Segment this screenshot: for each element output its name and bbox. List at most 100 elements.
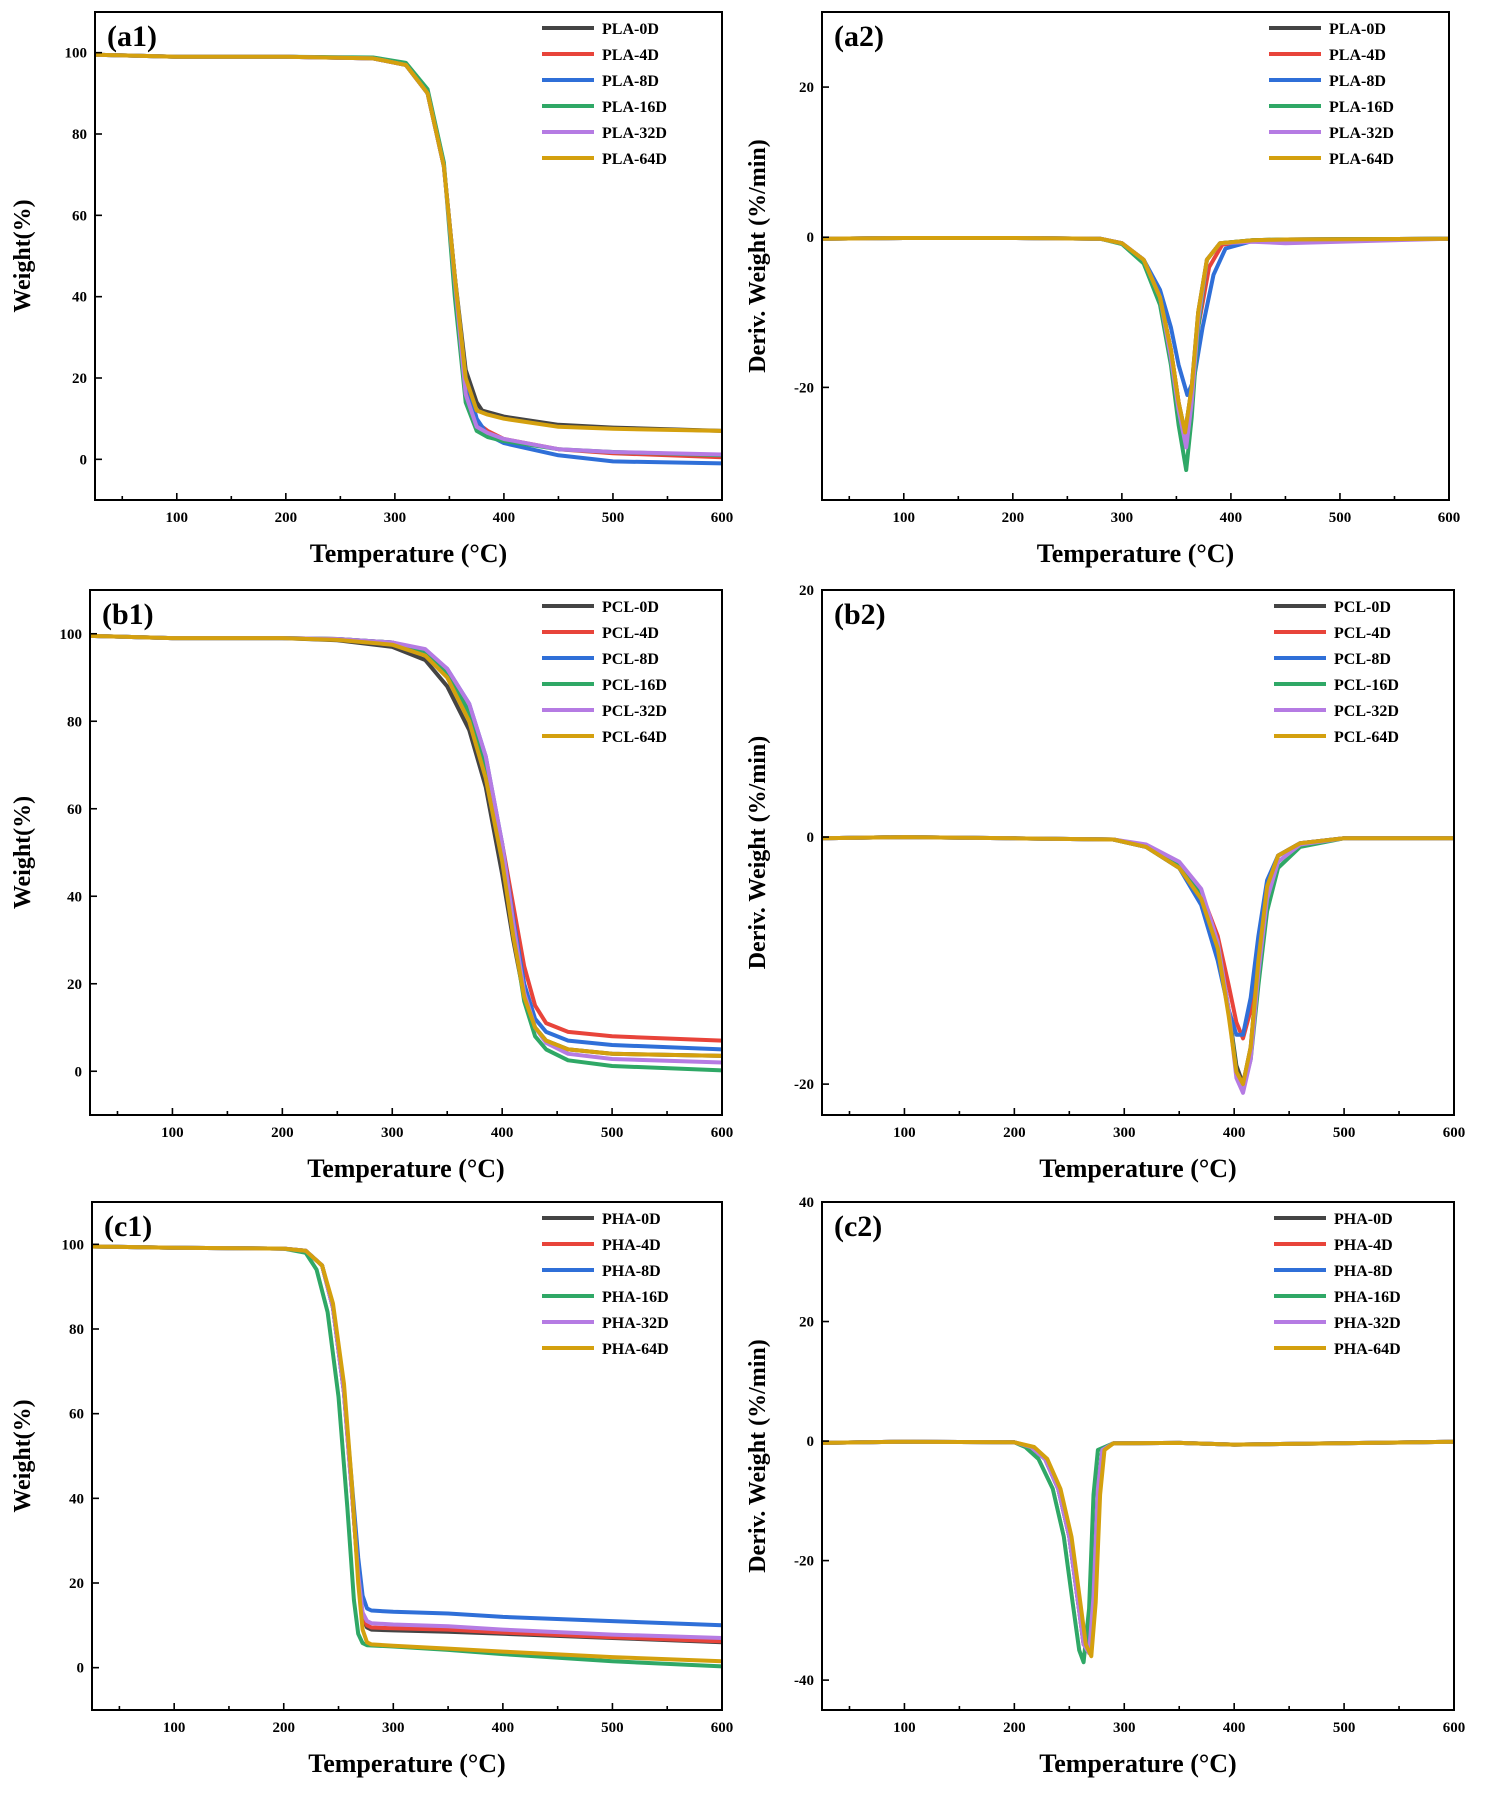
legend-label-PCL-0D: PCL-0D: [602, 599, 659, 616]
legend-label-PLA-16D: PLA-16D: [1329, 99, 1394, 116]
legend-label-PLA-0D: PLA-0D: [602, 21, 659, 38]
x-axis-title: Temperature (°C): [1039, 1749, 1236, 1778]
x-tick-label: 500: [601, 1720, 624, 1736]
y-tick-label: 80: [72, 127, 87, 143]
legend-label-PCL-64D: PCL-64D: [602, 729, 667, 746]
x-tick-label: 200: [1003, 1125, 1026, 1141]
legend-label-PCL-8D: PCL-8D: [1334, 651, 1391, 668]
x-tick-label: 100: [893, 1720, 916, 1736]
x-tick-label: 200: [272, 1720, 295, 1736]
legend-label-PLA-0D: PLA-0D: [1329, 21, 1386, 38]
y-tick-label: -20: [794, 1554, 814, 1570]
x-tick-label: 400: [492, 1720, 515, 1736]
panel-label: (b1): [102, 598, 154, 631]
y-tick-label: 80: [67, 714, 82, 730]
y-tick-label: 0: [807, 1434, 815, 1450]
plot-frame: [94, 11, 723, 501]
x-tick-label: 500: [1333, 1125, 1356, 1141]
series-line-PHA-64D: [92, 1244, 722, 1664]
plot-frame: [89, 589, 723, 1116]
legend-label-PHA-8D: PHA-8D: [602, 1263, 661, 1280]
y-axis-title: Weight(%): [10, 199, 36, 312]
y-tick-label: -20: [794, 380, 814, 396]
chart-panel-a2: 100 200 300 400 500 600 -20 0 20 Temperature (°C)…: [745, 11, 1461, 568]
chart-panel-c2: 100 200 300 400 500 600 -40 -20 0 20 40 Temperature…: [745, 1195, 1465, 1778]
y-axis-title: Weight(%): [10, 796, 36, 909]
legend-label-PCL-16D: PCL-16D: [602, 677, 667, 694]
legend-label-PHA-4D: PHA-4D: [602, 1237, 661, 1254]
x-tick-label: 300: [1113, 1720, 1136, 1736]
y-tick-label: 0: [77, 1661, 85, 1677]
x-tick-label: 200: [275, 510, 298, 526]
legend-label-PLA-4D: PLA-4D: [1329, 47, 1386, 64]
y-tick-label: 100: [60, 627, 83, 643]
y-tick-label: 100: [65, 46, 88, 62]
x-tick-label: 300: [382, 1720, 405, 1736]
y-tick-label: 60: [67, 802, 82, 818]
x-tick-label: 100: [893, 1125, 916, 1141]
legend-label-PCL-16D: PCL-16D: [1334, 677, 1399, 694]
y-axis-title: Weight(%): [10, 1399, 36, 1512]
legend-label-PHA-64D: PHA-64D: [1334, 1341, 1401, 1358]
plot-frame: [91, 1201, 723, 1711]
legend-label-PHA-0D: PHA-0D: [1334, 1211, 1393, 1228]
panel-label: (a2): [834, 20, 884, 53]
y-tick-label: 80: [69, 1322, 84, 1338]
y-tick-label: 20: [799, 1315, 814, 1331]
legend-label-PLA-16D: PLA-16D: [602, 99, 667, 116]
x-tick-label: 100: [166, 510, 189, 526]
x-tick-label: 500: [1329, 510, 1352, 526]
x-tick-label: 200: [271, 1125, 294, 1141]
legend-label-PHA-8D: PHA-8D: [1334, 1263, 1393, 1280]
y-tick-label: 40: [72, 290, 87, 306]
legend-label-PCL-32D: PCL-32D: [602, 703, 667, 720]
legend-label-PCL-4D: PCL-4D: [602, 625, 659, 642]
legend-label-PHA-4D: PHA-4D: [1334, 1237, 1393, 1254]
x-tick-label: 500: [1333, 1720, 1356, 1736]
x-axis-title: Temperature (°C): [307, 1154, 504, 1183]
y-tick-label: 0: [807, 830, 815, 846]
x-tick-label: 100: [163, 1720, 186, 1736]
chart-panel-a1: 100 200 300 400 500 600 0 20 40 60 80 100 Temperatur…: [10, 11, 734, 568]
panel-label: (b2): [834, 598, 886, 631]
legend-label-PLA-8D: PLA-8D: [1329, 73, 1386, 90]
y-axis-title: Deriv. Weight (%/min): [745, 736, 771, 970]
x-tick-label: 600: [1443, 1125, 1466, 1141]
x-tick-label: 600: [1438, 510, 1461, 526]
legend-label-PHA-16D: PHA-16D: [602, 1289, 669, 1306]
legend-label-PLA-64D: PLA-64D: [602, 151, 667, 168]
legend-label-PCL-4D: PCL-4D: [1334, 625, 1391, 642]
x-tick-label: 400: [1223, 1720, 1246, 1736]
y-axis-title: Deriv. Weight (%/min): [745, 1339, 771, 1573]
y-tick-label: 40: [799, 1195, 814, 1211]
legend-label-PCL-8D: PCL-8D: [602, 651, 659, 668]
x-axis-title: Temperature (°C): [1037, 539, 1234, 568]
x-tick-label: 500: [601, 1125, 624, 1141]
y-tick-label: 20: [799, 80, 814, 96]
legend-label-PHA-16D: PHA-16D: [1334, 1289, 1401, 1306]
plot-frame: [821, 589, 1455, 1116]
chart-panel-c1: 100 200 300 400 500 600 0 20 40 60 80 100 Temperatur…: [10, 1201, 734, 1778]
y-axis-title: Deriv. Weight (%/min): [745, 139, 771, 373]
x-axis-title: Temperature (°C): [1039, 1154, 1236, 1183]
x-tick-label: 600: [711, 1720, 734, 1736]
legend-label-PLA-32D: PLA-32D: [602, 125, 667, 142]
legend-label-PLA-32D: PLA-32D: [1329, 125, 1394, 142]
y-tick-label: -20: [794, 1077, 814, 1093]
legend-label-PHA-64D: PHA-64D: [602, 1341, 669, 1358]
legend-label-PCL-32D: PCL-32D: [1334, 703, 1399, 720]
panel-label: (c1): [104, 1210, 152, 1243]
x-tick-label: 400: [1220, 510, 1243, 526]
series-line-PLA-64D: [822, 236, 1449, 435]
x-axis-title: Temperature (°C): [310, 539, 507, 568]
x-tick-label: 200: [1003, 1720, 1026, 1736]
y-tick-label: 20: [67, 977, 82, 993]
x-tick-label: 600: [711, 510, 734, 526]
legend-label-PHA-32D: PHA-32D: [1334, 1315, 1401, 1332]
series-line-PLA-64D: [95, 52, 722, 433]
y-tick-label: 20: [72, 371, 87, 387]
chart-panel-b1: 100 200 300 400 500 600 0 20 40 60 80 100 Temperatur…: [10, 589, 733, 1183]
y-tick-label: 20: [69, 1576, 84, 1592]
y-tick-label: 100: [62, 1237, 85, 1253]
